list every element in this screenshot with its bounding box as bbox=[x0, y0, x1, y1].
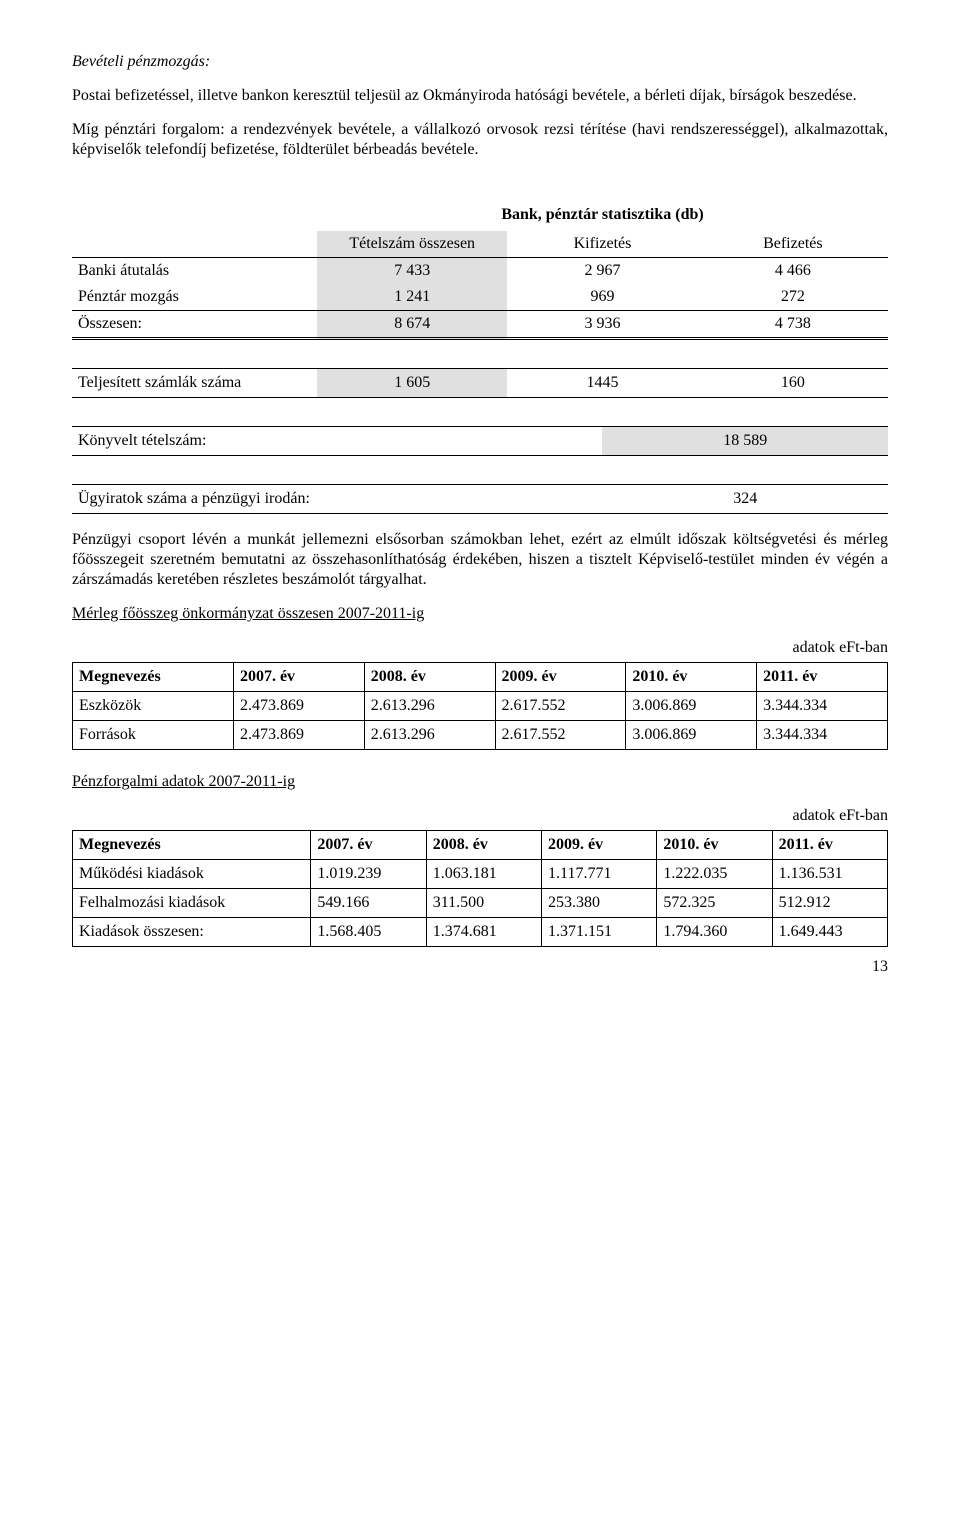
stat-row1-c1: 969 bbox=[507, 284, 697, 311]
penzforgalmi-table: Megnevezés 2007. év 2008. év 2009. év 20… bbox=[72, 830, 888, 947]
stat-row0-c0: 7 433 bbox=[317, 258, 507, 285]
stat-th-1: Kifizetés bbox=[507, 231, 697, 258]
pf-th-0: Megnevezés bbox=[73, 831, 311, 860]
penzforgalmi-heading: Pénzforgalmi adatok 2007-2011-ig bbox=[72, 772, 888, 792]
pf-r1-c3: 572.325 bbox=[657, 889, 772, 918]
merleg-r1-c1: 2.613.296 bbox=[364, 721, 495, 750]
intro-para-2: Míg pénztári forgalom: a rendezvények be… bbox=[72, 120, 888, 160]
stat-table: Bank, pénztár statisztika (db) Tételszám… bbox=[72, 202, 888, 340]
merleg-r1-c3: 3.006.869 bbox=[626, 721, 757, 750]
pf-r0-c0: 1.019.239 bbox=[311, 860, 426, 889]
booked-items-table: Könyvelt tételszám: 18 589 bbox=[72, 426, 888, 456]
stat-row2-c1: 3 936 bbox=[507, 311, 697, 339]
penzforgalmi-unit-note: adatok eFt-ban bbox=[72, 806, 888, 826]
page-number: 13 bbox=[72, 957, 888, 977]
pf-r1-label: Felhalmozási kiadások bbox=[73, 889, 311, 918]
stat-row2-c0: 8 674 bbox=[317, 311, 507, 339]
stat-row2-c2: 4 738 bbox=[698, 311, 888, 339]
stat-th-0: Tételszám összesen bbox=[317, 231, 507, 258]
section-title: Bevételi pénzmozgás: bbox=[72, 52, 888, 72]
stat-row0-c1: 2 967 bbox=[507, 258, 697, 285]
merleg-r1-c0: 2.473.869 bbox=[233, 721, 364, 750]
pf-th-1: 2007. év bbox=[311, 831, 426, 860]
summary-para: Pénzügyi csoport lévén a munkát jellemez… bbox=[72, 530, 888, 590]
docs-count-label: Ügyiratok száma a pénzügyi irodán: bbox=[72, 485, 602, 514]
pf-r2-c2: 1.371.151 bbox=[542, 918, 657, 947]
invoices-table: Teljesített számlák száma 1 605 1445 160 bbox=[72, 368, 888, 398]
merleg-th-2: 2008. év bbox=[364, 663, 495, 692]
merleg-r0-label: Eszközök bbox=[73, 692, 234, 721]
pf-r1-c2: 253.380 bbox=[542, 889, 657, 918]
pf-th-4: 2010. év bbox=[657, 831, 772, 860]
booked-items-label: Könyvelt tételszám: bbox=[72, 427, 602, 456]
pf-r0-c3: 1.222.035 bbox=[657, 860, 772, 889]
merleg-table: Megnevezés 2007. év 2008. év 2009. év 20… bbox=[72, 662, 888, 750]
merleg-r1-c2: 2.617.552 bbox=[495, 721, 626, 750]
pf-r0-c1: 1.063.181 bbox=[426, 860, 541, 889]
stat-row1-c2: 272 bbox=[698, 284, 888, 311]
merleg-th-1: 2007. év bbox=[233, 663, 364, 692]
invoices-c1: 1445 bbox=[507, 369, 697, 398]
merleg-r1-label: Források bbox=[73, 721, 234, 750]
merleg-r0-c2: 2.617.552 bbox=[495, 692, 626, 721]
pf-th-2: 2008. év bbox=[426, 831, 541, 860]
pf-r1-c4: 512.912 bbox=[772, 889, 887, 918]
pf-r0-c2: 1.117.771 bbox=[542, 860, 657, 889]
pf-r2-label: Kiadások összesen: bbox=[73, 918, 311, 947]
stat-row0-c2: 4 466 bbox=[698, 258, 888, 285]
stat-row1-label: Pénztár mozgás bbox=[72, 284, 317, 311]
merleg-unit-note: adatok eFt-ban bbox=[72, 638, 888, 658]
merleg-th-0: Megnevezés bbox=[73, 663, 234, 692]
pf-r0-label: Működési kiadások bbox=[73, 860, 311, 889]
merleg-r0-c1: 2.613.296 bbox=[364, 692, 495, 721]
pf-th-3: 2009. év bbox=[542, 831, 657, 860]
invoices-c2: 160 bbox=[698, 369, 888, 398]
merleg-r0-c3: 3.006.869 bbox=[626, 692, 757, 721]
pf-r2-c4: 1.649.443 bbox=[772, 918, 887, 947]
pf-r2-c3: 1.794.360 bbox=[657, 918, 772, 947]
stat-row0-label: Banki átutalás bbox=[72, 258, 317, 285]
merleg-r1-c4: 3.344.334 bbox=[757, 721, 888, 750]
stat-table-title: Bank, pénztár statisztika (db) bbox=[317, 202, 888, 231]
stat-th-2: Befizetés bbox=[698, 231, 888, 258]
merleg-r0-c4: 3.344.334 bbox=[757, 692, 888, 721]
pf-r2-c1: 1.374.681 bbox=[426, 918, 541, 947]
merleg-th-5: 2011. év bbox=[757, 663, 888, 692]
pf-r1-c1: 311.500 bbox=[426, 889, 541, 918]
merleg-th-3: 2009. év bbox=[495, 663, 626, 692]
pf-r2-c0: 1.568.405 bbox=[311, 918, 426, 947]
merleg-heading: Mérleg főösszeg önkormányzat összesen 20… bbox=[72, 604, 888, 624]
pf-r1-c0: 549.166 bbox=[311, 889, 426, 918]
merleg-th-4: 2010. év bbox=[626, 663, 757, 692]
docs-count-value: 324 bbox=[602, 485, 888, 514]
merleg-r0-c0: 2.473.869 bbox=[233, 692, 364, 721]
stat-row2-label: Összesen: bbox=[72, 311, 317, 339]
invoices-c0: 1 605 bbox=[317, 369, 507, 398]
booked-items-value: 18 589 bbox=[602, 427, 888, 456]
pf-r0-c4: 1.136.531 bbox=[772, 860, 887, 889]
pf-th-5: 2011. év bbox=[772, 831, 887, 860]
docs-count-table: Ügyiratok száma a pénzügyi irodán: 324 bbox=[72, 484, 888, 514]
invoices-label: Teljesített számlák száma bbox=[72, 369, 317, 398]
intro-para-1: Postai befizetéssel, illetve bankon kere… bbox=[72, 86, 888, 106]
stat-row1-c0: 1 241 bbox=[317, 284, 507, 311]
